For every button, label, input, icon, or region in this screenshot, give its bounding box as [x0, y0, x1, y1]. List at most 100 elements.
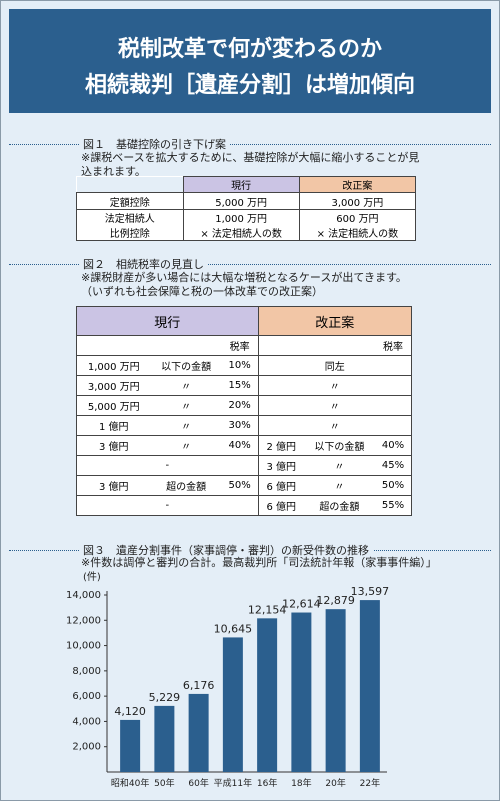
table: 現行 改正案 税率 税率 1,000 万円 以下の金額 10% 同左 3,000 万円〃 15% 〃… — [75, 306, 413, 516]
table-cell: 50% — [374, 475, 412, 496]
table-row: 1 億円〃 30% 〃 — [75, 415, 413, 436]
table-row: -3 億円〃 45% — [76, 455, 412, 476]
value-label: 4,120 — [114, 705, 146, 718]
rate-header-row: 税率 税率 — [75, 335, 412, 356]
table-cell: 〃 — [150, 375, 222, 396]
table-cell: 40% — [221, 435, 259, 456]
value-label: 10,645 — [214, 622, 253, 635]
group-header: 現行 — [76, 306, 259, 336]
bar — [154, 705, 175, 772]
rate-header: 税率 — [221, 335, 259, 356]
header-title: 税制改革で何が変わるのか — [117, 37, 382, 62]
bar — [222, 637, 243, 772]
table-cell: 20% — [221, 395, 259, 416]
table-cell: 1,000 万円 × 法定相続人の数 — [182, 209, 300, 241]
y-tick-label: 2,000 — [72, 742, 101, 753]
header-title: 相続裁判［遺産分割］は増加傾向 — [84, 73, 415, 98]
x-tick-label: 22年 — [360, 777, 380, 789]
x-tick-label: 昭和40年 — [111, 777, 149, 789]
table-cell: 超の金額 — [303, 495, 375, 516]
blank-cell — [257, 335, 375, 356]
table-cell: 3,000 万円 — [75, 375, 151, 396]
blank-cell — [75, 335, 222, 356]
table: 現行 改正案 定額控除 5,000 万円 3,000 万円 法定相続人 比例控除 1,000 … — [76, 176, 417, 241]
bar — [188, 693, 209, 772]
cell-text: 1,000 万円 — [215, 214, 268, 225]
header: 税制改革で何が変わるのか 相続裁判［遺産分割］は増加傾向 — [9, 9, 491, 113]
table-cell: 45% — [374, 455, 412, 476]
table-cell: 〃 — [150, 395, 222, 416]
table-cell: 3,000 万円 — [298, 192, 417, 210]
x-tick-label: 18年 — [291, 777, 311, 789]
rate-header: 税率 — [374, 335, 412, 356]
cell-text: 定額控除 — [109, 197, 150, 209]
table-cell: 〃 — [303, 455, 375, 476]
separator — [9, 264, 491, 265]
table-cell: 10% — [221, 355, 259, 376]
table-cell: 同左 — [257, 355, 413, 376]
table-cell: 5,000 万円 — [75, 395, 151, 416]
table-cell: 以下の金額 — [303, 435, 375, 456]
table-cell: 1,000 万円 — [75, 355, 151, 376]
cell-text: × 法定相続人の数 — [200, 229, 282, 240]
chart-subtitle: ※件数は調停と審判の合計。最高裁判所「司法統計年報（家事事件編）」 — [81, 556, 437, 569]
y-axis-label: (件) — [83, 571, 101, 583]
x-tick-label: 20年 — [325, 777, 345, 789]
table-row: 1,000 万円 以下の金額 10% 同左 — [75, 355, 413, 376]
separator — [9, 144, 491, 145]
corner-cell — [76, 176, 183, 193]
chart-title: 図３ 遺産分割事件（家事調停・審判）の新受件数の推移 — [79, 542, 373, 558]
bar — [325, 609, 346, 772]
table-cell: 〃 — [303, 475, 375, 496]
cell-text: 600 万円 — [336, 214, 379, 225]
table-cell: 〃 — [257, 395, 413, 416]
cell-text: × 法定相続人の数 — [316, 229, 399, 240]
bar — [359, 600, 380, 772]
table-row: 3 億円〃 40% 2 億円 以下の金額 40% — [75, 435, 412, 456]
column-header: 改正案 — [298, 176, 417, 193]
value-label: 5,229 — [149, 691, 181, 704]
bar — [257, 618, 278, 772]
table-cell: 〃 — [257, 375, 413, 396]
table-cell: 〃 — [150, 415, 222, 436]
row-label: 定額控除 — [76, 192, 184, 210]
table-row: 法定相続人 比例控除 1,000 万円 × 法定相続人の数 600 万円 × 法定相続人の… — [76, 209, 417, 241]
column-header: 現行 — [182, 176, 300, 193]
table-cell: 〃 — [150, 435, 222, 456]
table-cell: 3 億円 — [75, 475, 151, 496]
y-tick-label: 10,000 — [66, 641, 101, 652]
value-label: 12,154 — [248, 603, 287, 616]
table-cell: - — [76, 495, 259, 516]
y-tick-label: 8,000 — [72, 666, 101, 677]
table-cell: 30% — [221, 415, 259, 436]
cell-text: 比例控除 — [109, 229, 150, 240]
table-cell: 超の金額 — [150, 475, 222, 496]
table-row: 定額控除 5,000 万円 3,000 万円 — [76, 192, 417, 210]
bar — [291, 612, 312, 772]
table-cell: 以下の金額 — [150, 355, 222, 376]
x-tick-label: 60年 — [188, 777, 208, 789]
chart: (件) 2,000 4,000 6,000 8,000 10,000 12,000 14,0… — [66, 571, 389, 789]
table-cell: 55% — [374, 495, 412, 516]
y-tick-label: 6,000 — [72, 691, 101, 702]
table-row: 3,000 万円〃 15% 〃 — [75, 375, 413, 396]
table-row: 3 億円 超の金額 50% 6 億円〃 50% — [75, 475, 412, 496]
table-header-row: 現行 改正案 — [76, 176, 417, 193]
row-label: 法定相続人 比例控除 — [76, 209, 184, 241]
group-header: 改正案 — [257, 306, 413, 336]
bar — [120, 719, 141, 772]
table-cell: 6 億円 — [257, 475, 304, 496]
table-row: -6 億円 超の金額 55% — [76, 495, 412, 516]
table-cell: - — [76, 455, 259, 476]
table-cell: 6 億円 — [257, 495, 304, 516]
value-label: 6,176 — [183, 679, 215, 692]
note: ※課税ベースを拡大するために、基礎控除が大幅に縮小することが見込まれます。 — [81, 151, 420, 178]
table-cell: 1 億円 — [75, 415, 151, 436]
cell-text: 3,000 万円 — [331, 197, 384, 209]
table-cell: 50% — [221, 475, 259, 496]
cell-text: 5,000 万円 — [215, 197, 268, 209]
table-cell: 5,000 万円 — [182, 192, 300, 210]
figure-title: 図２ 相続税率の見直し — [79, 256, 208, 272]
y-tick-label: 14,000 — [66, 590, 101, 601]
